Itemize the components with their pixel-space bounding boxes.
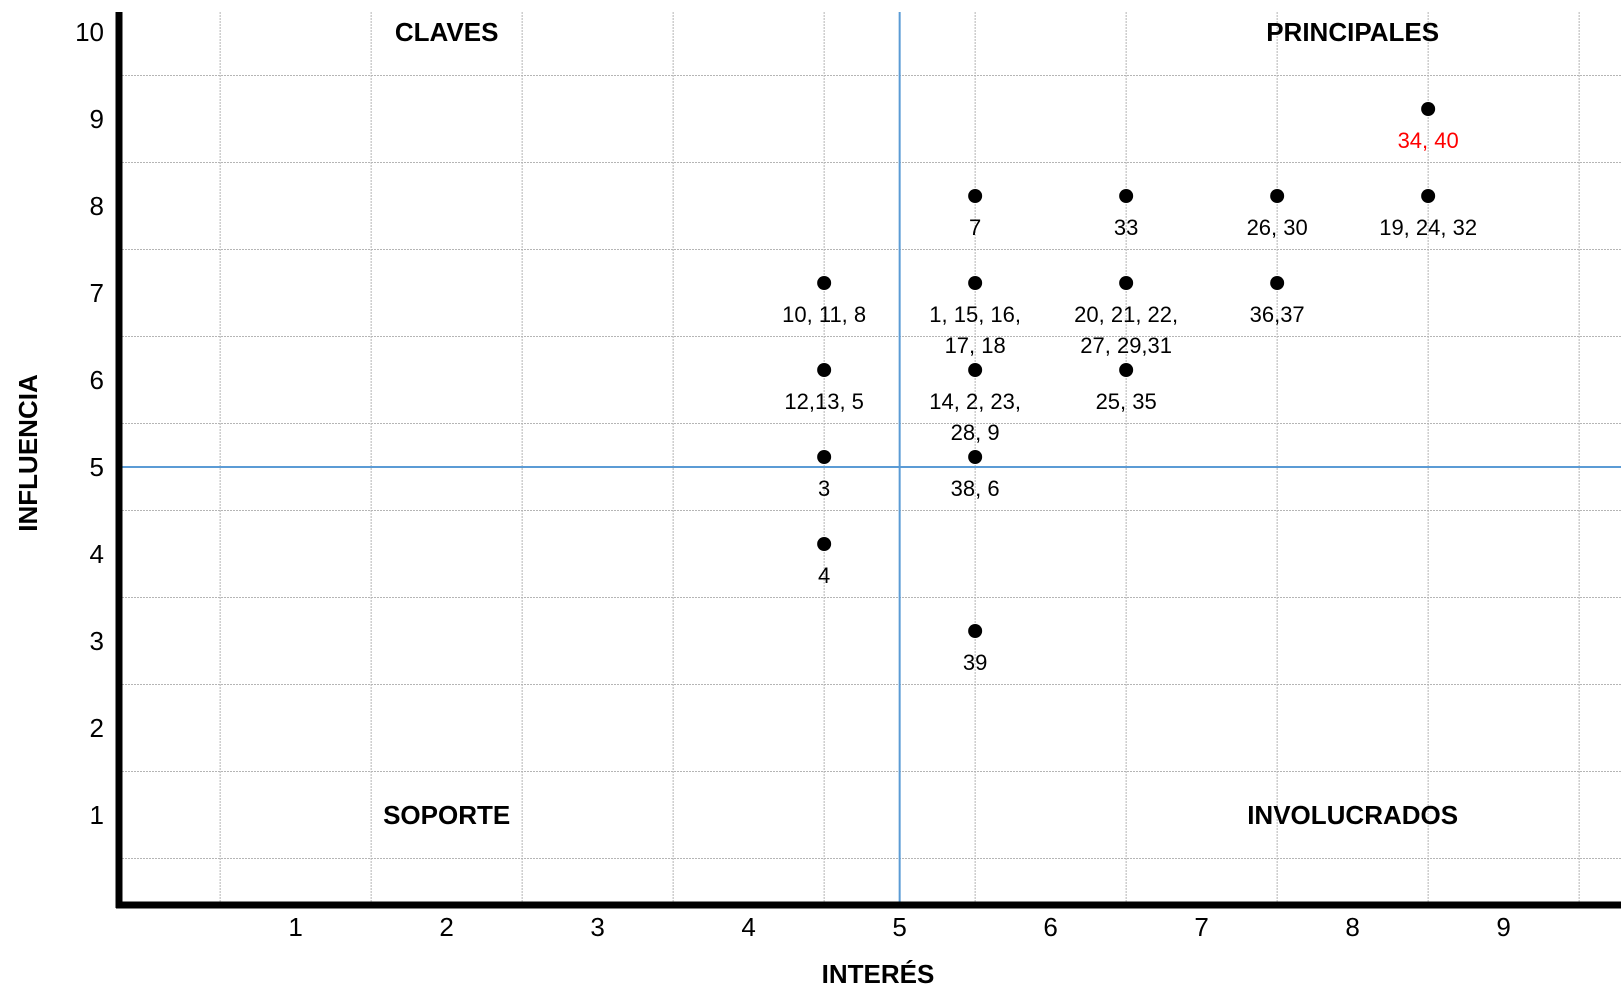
y-tick-label: 7	[90, 278, 104, 308]
data-point-marker	[968, 450, 983, 464]
data-point-marker	[817, 276, 832, 290]
quadrant-label: INVOLUCRADOS	[1247, 800, 1458, 830]
data-point-label: 12,13, 5	[784, 389, 864, 414]
quadrant-labels: CLAVES PRINCIPALES SOPORTE INVOLUCRADOS	[383, 17, 1458, 830]
data-point-marker	[1270, 276, 1285, 290]
data-point-marker	[817, 363, 832, 377]
x-tick-label: 9	[1496, 912, 1510, 942]
data-points: 34, 40 7 33 26, 30 19, 24, 32 10, 11, 8 1, 15,…	[782, 102, 1477, 675]
x-tick-label: 6	[1043, 912, 1057, 942]
y-axis-title: INFLUENCIA	[13, 374, 43, 532]
data-point-label: 7	[969, 215, 981, 240]
data-point-label: 36,37	[1250, 302, 1305, 327]
y-tick-label: 8	[90, 191, 104, 221]
data-point-label: 28, 9	[951, 420, 1000, 445]
data-point-group: 26, 30	[1247, 189, 1308, 240]
x-tick-label: 2	[439, 912, 453, 942]
data-point-marker	[1119, 189, 1134, 203]
quadrant-dividers	[122, 12, 1621, 905]
data-point-group: 39	[963, 624, 987, 675]
x-tick-label: 7	[1194, 912, 1208, 942]
data-point-label: 14, 2, 23,	[929, 389, 1021, 414]
data-point-group: 12,13, 5	[784, 363, 864, 414]
data-point-marker	[968, 363, 983, 377]
data-point-label: 34, 40	[1398, 128, 1459, 153]
x-tick-label: 5	[892, 912, 906, 942]
y-tick-label: 2	[90, 713, 104, 743]
data-point-label: 25, 35	[1096, 389, 1157, 414]
y-tick-label: 5	[90, 452, 104, 482]
data-point-group: 1, 15, 16, 17, 18	[929, 276, 1021, 358]
data-point-group: 25, 35	[1096, 363, 1157, 414]
x-tick-label: 1	[288, 912, 302, 942]
data-point-label: 3	[818, 476, 830, 501]
data-point-label: 33	[1114, 215, 1138, 240]
data-point-label: 38, 6	[951, 476, 1000, 501]
data-point-marker	[968, 276, 983, 290]
data-point-group: 14, 2, 23, 28, 9	[929, 363, 1021, 445]
data-point-group: 19, 24, 32	[1379, 189, 1477, 240]
data-point-label: 27, 29,31	[1080, 333, 1172, 358]
x-tick-label: 8	[1345, 912, 1359, 942]
grid-lines	[122, 12, 1621, 905]
data-point-label: 26, 30	[1247, 215, 1308, 240]
x-tick-label: 4	[741, 912, 755, 942]
data-point-marker	[817, 537, 832, 551]
data-point-label: 4	[818, 563, 830, 588]
y-tick-label: 4	[90, 539, 104, 569]
tick-labels: 1234567891012345678910	[75, 17, 1511, 942]
data-point-marker	[968, 189, 983, 203]
y-tick-label: 6	[90, 365, 104, 395]
data-point-label: 20, 21, 22,	[1074, 302, 1178, 327]
data-point-label: 17, 18	[945, 333, 1006, 358]
data-point-group: 3	[817, 450, 832, 501]
data-point-marker	[1421, 102, 1436, 116]
data-point-group: 20, 21, 22, 27, 29,31	[1074, 276, 1178, 358]
y-tick-label: 9	[90, 104, 104, 134]
data-point-group: 7	[968, 189, 983, 240]
data-point-marker	[1119, 363, 1134, 377]
quadrant-label: PRINCIPALES	[1266, 17, 1439, 47]
y-tick-label: 1	[90, 800, 104, 830]
data-point-label: 19, 24, 32	[1379, 215, 1477, 240]
data-point-group: 33	[1114, 189, 1138, 240]
data-point-group: 34, 40	[1398, 102, 1459, 153]
y-tick-label: 3	[90, 626, 104, 656]
data-point-label: 39	[963, 650, 987, 675]
data-point-label: 10, 11, 8	[782, 302, 866, 327]
data-point-marker	[817, 450, 832, 464]
x-axis-title: INTERÉS	[822, 959, 935, 989]
data-point-marker	[1421, 189, 1436, 203]
data-point-group: 38, 6	[951, 450, 1000, 501]
quadrant-label: SOPORTE	[383, 800, 510, 830]
data-point-marker	[1270, 189, 1285, 203]
y-tick-label: 10	[75, 17, 104, 47]
data-point-group: 36,37	[1250, 276, 1305, 327]
quadrant-label: CLAVES	[395, 17, 499, 47]
data-point-marker	[968, 624, 983, 638]
x-tick-label: 3	[590, 912, 604, 942]
data-point-label: 1, 15, 16,	[929, 302, 1021, 327]
data-point-group: 10, 11, 8	[782, 276, 866, 327]
data-point-marker	[1119, 276, 1134, 290]
data-point-group: 4	[817, 537, 832, 588]
axes	[115, 12, 1621, 909]
